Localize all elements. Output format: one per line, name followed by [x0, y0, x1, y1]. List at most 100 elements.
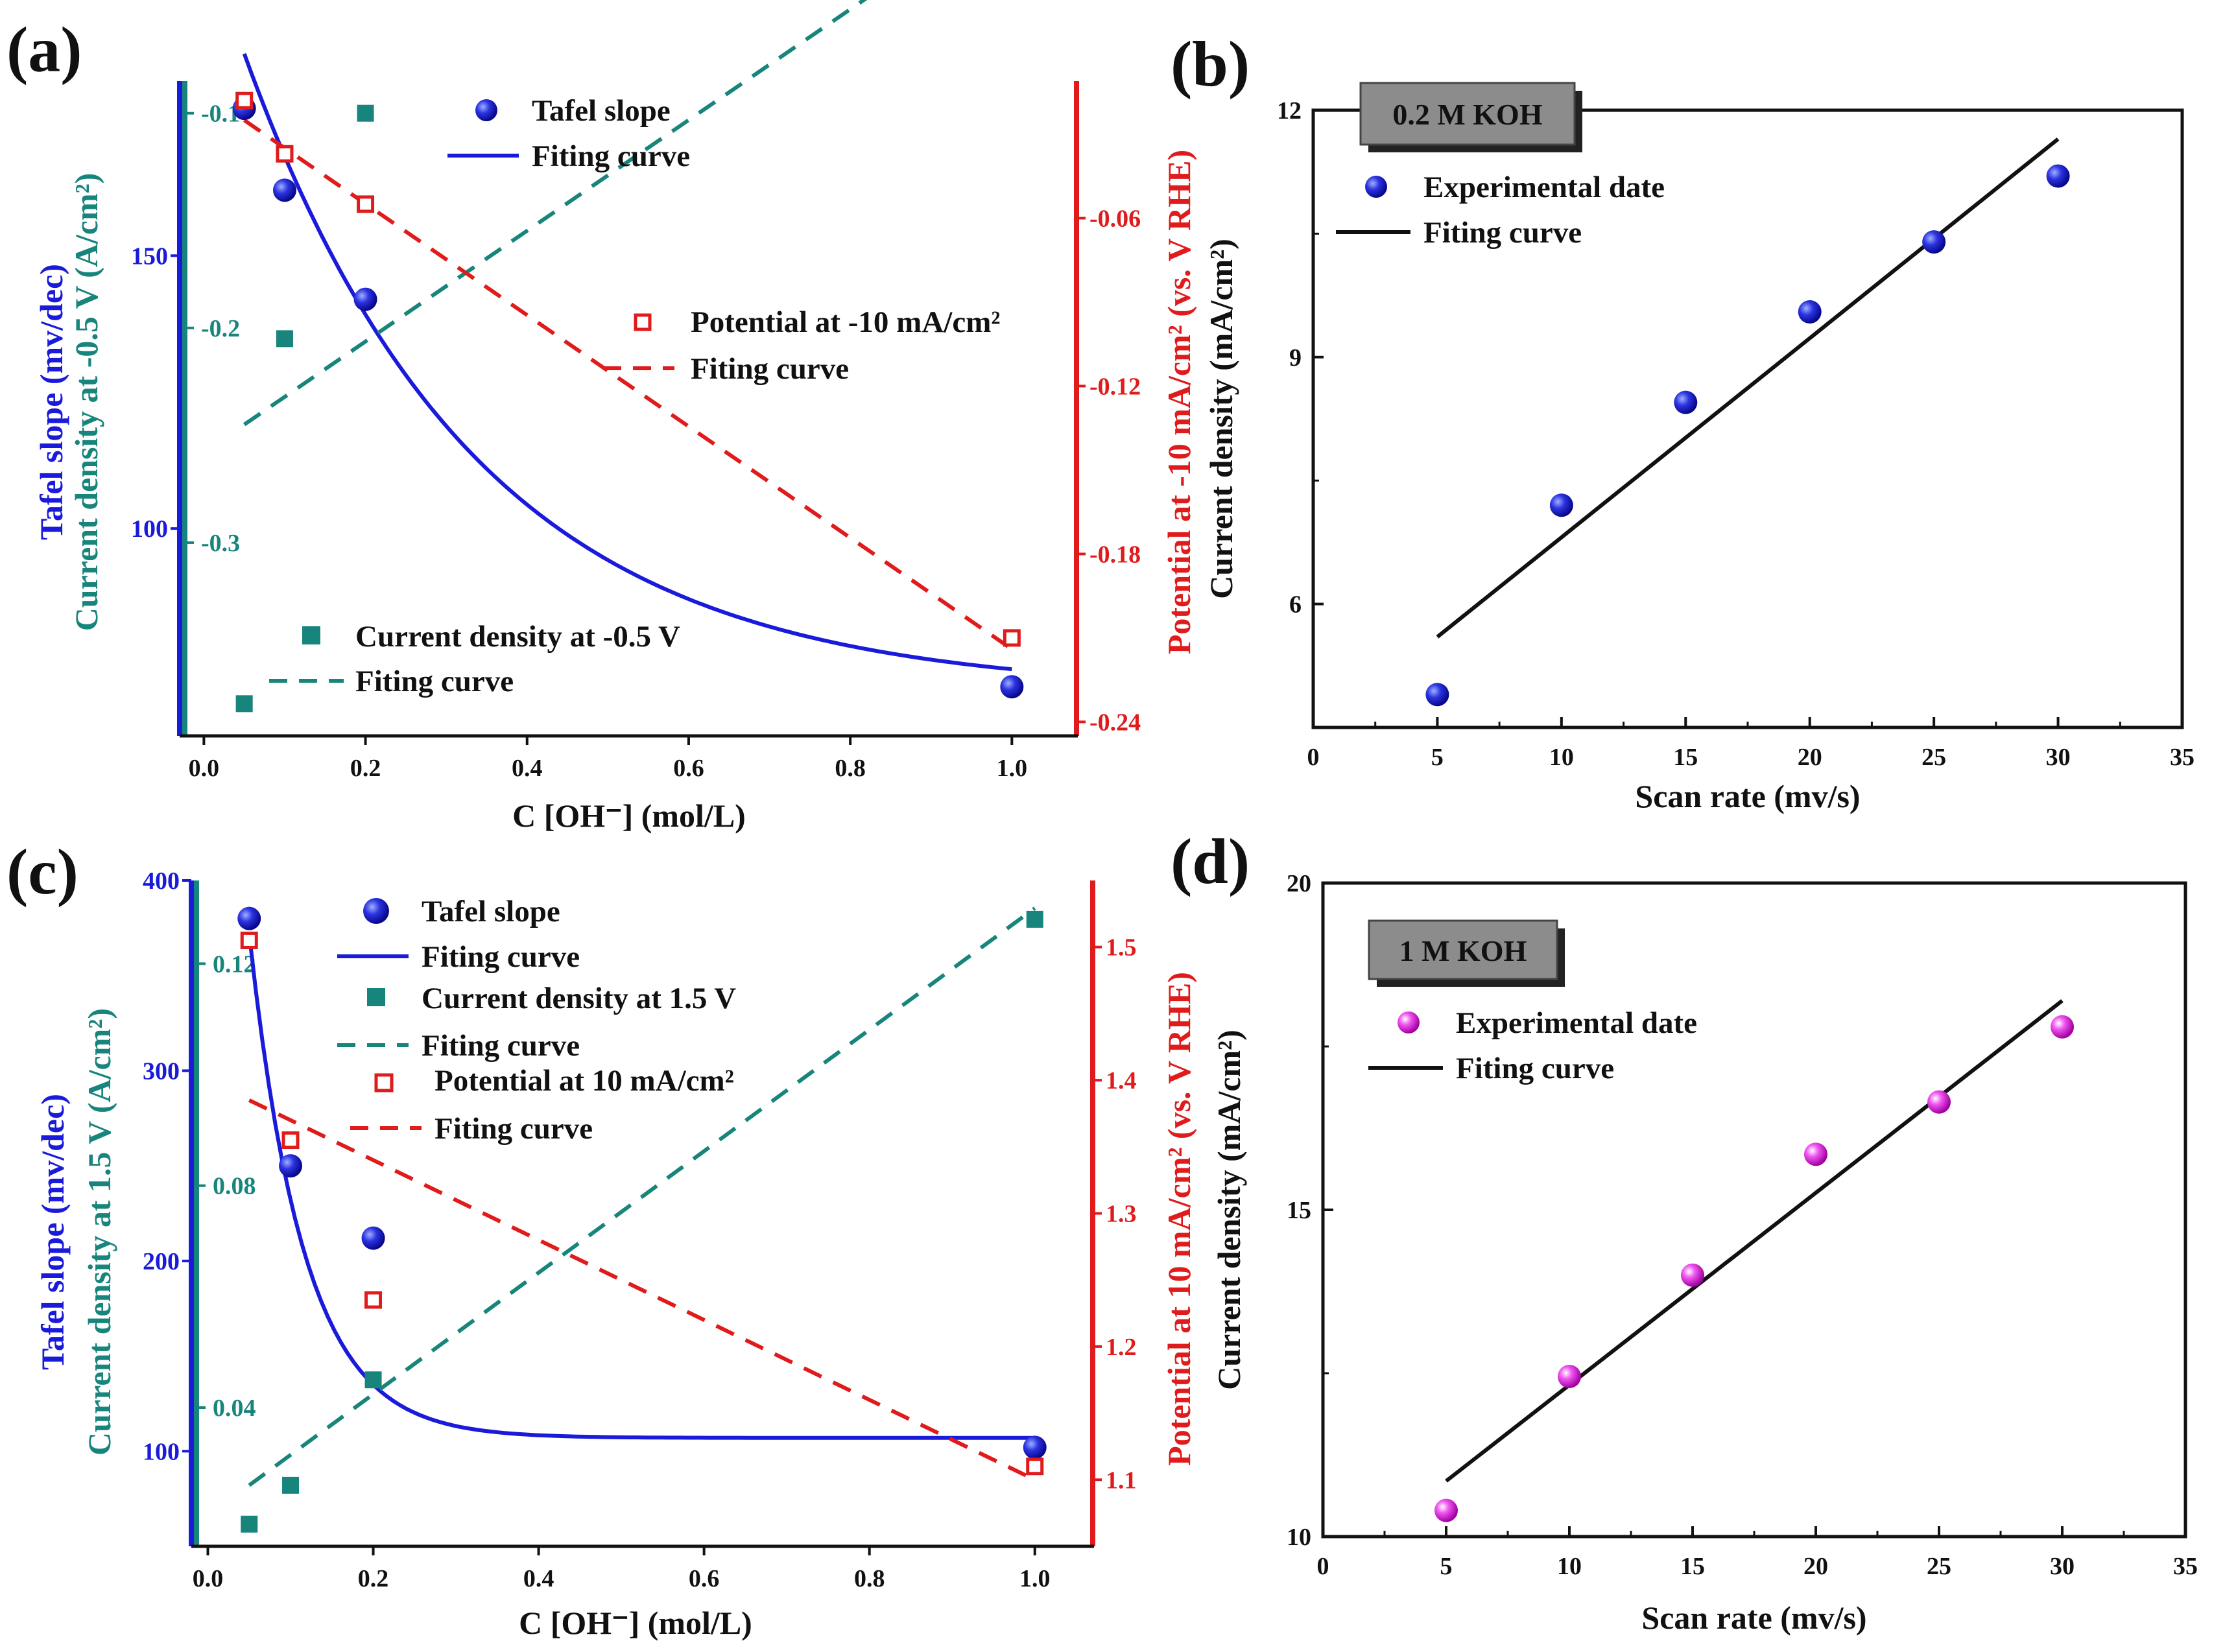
chart-a-point-0-2	[353, 287, 377, 311]
chart-a-plot	[232, 0, 1024, 713]
chart-a-point-2-0	[235, 695, 253, 713]
legend-c-tafel-fit: Fiting curve	[422, 940, 580, 974]
chart-b-xtick-label: 5	[1431, 744, 1444, 771]
chart-a-xtick-label: 0.0	[189, 755, 220, 782]
chart-b-ylabel: Current density (mA/cm²)	[1203, 239, 1239, 599]
chart-b-xtick-label: 20	[1798, 744, 1822, 771]
chart-b-badge-text: 0.2 M KOH	[1392, 98, 1542, 131]
legend-a-current: Current density at -0.5 V	[355, 620, 680, 654]
chart-a-ylabel-left2: Current density at -0.5 V (A/cm²)	[68, 173, 104, 631]
chart-c-point-2-3	[1026, 910, 1043, 928]
chart-a-ylabel-right: Potential at -10 mA/cm² (vs. V RHE)	[1161, 150, 1197, 654]
chart-d-badge	[1368, 919, 1558, 980]
legend-a-potential: Potential at -10 mA/cm²	[691, 305, 1000, 339]
chart-a-point-2-1	[276, 330, 293, 348]
chart-c-ylabel-left: Tafel slope (mv/dec)	[34, 1094, 71, 1370]
chart-c-point-4-3	[1026, 1457, 1044, 1476]
chart-a-point-4-0	[235, 91, 254, 110]
legend-c-tafel: Tafel slope	[422, 895, 560, 928]
chart-b-badge	[1359, 82, 1576, 146]
panel-label-a: (a)	[6, 14, 82, 86]
legend-c-potential-marker	[374, 1073, 394, 1092]
chart-c-ylabel-left2: Current density at 1.5 V (A/cm²)	[81, 1008, 117, 1456]
chart-c-point-2-2	[364, 1371, 382, 1389]
legend-a-tafel-marker	[475, 99, 497, 121]
chart-d-xtick-label: 10	[1557, 1553, 1582, 1580]
legend-a-tafel-fit: Fiting curve	[532, 139, 690, 173]
chart-c-ytick-left-label: 100	[143, 1438, 180, 1465]
legend-d-exp-marker	[1398, 1011, 1420, 1033]
chart-a-ytick-left2-label: -0.3	[201, 530, 240, 557]
chart-c-ytick-left2-label: 0.08	[213, 1173, 256, 1200]
chart-d-ytick-label: 15	[1287, 1197, 1311, 1224]
chart-d-xtick-label: 0	[1317, 1553, 1329, 1580]
chart-b-ytick-label: 12	[1277, 97, 1302, 124]
chart-c-point-4-0	[240, 931, 258, 949]
chart-c-point-0-0	[237, 906, 261, 930]
chart-b-plot	[1425, 137, 2070, 707]
chart-d-ytick-label: 10	[1287, 1524, 1311, 1551]
chart-c-xtick-label: 0.2	[358, 1565, 389, 1592]
chart-a-ytick-right-label: -0.18	[1089, 541, 1141, 568]
chart-a-ytick-right-label: -0.06	[1089, 205, 1141, 232]
legend-b-exp-marker	[1365, 176, 1387, 198]
chart-d-plot	[1434, 999, 2074, 1522]
chart-c-point-0-1	[279, 1154, 303, 1178]
chart-b: 0 5 10 15 20 25 30 35 6 9 12 Current density (mA/c…	[1203, 82, 2195, 814]
chart-a-point-4-1	[276, 145, 294, 163]
chart-c-ytick-left2-label: 0.04	[213, 1395, 256, 1422]
chart-a-xtick-label: 0.2	[350, 755, 381, 782]
chart-a-xtick-label: 0.4	[512, 755, 543, 782]
chart-c-ytick-left-label: 400	[143, 867, 180, 895]
chart-b-point-0-0	[1425, 683, 1449, 707]
legend-a-potential-marker	[634, 313, 652, 331]
chart-a-ylabel-left: Tafel slope (mv/dec)	[33, 264, 69, 540]
chart-a-fit-3	[243, 0, 868, 427]
chart-d-xtick-label: 5	[1440, 1553, 1453, 1580]
chart-a: 0.0 0.2 0.4 0.6 0.8 1.0100150-0.1-0.2-0.3-0.0…	[33, 0, 1197, 834]
chart-b-xtick-label: 25	[1922, 744, 1946, 771]
chart-c-ytick-right-label: 1.4	[1106, 1067, 1137, 1094]
panel-label-b: (b)	[1171, 28, 1250, 100]
chart-c-point-4-1	[281, 1131, 300, 1150]
chart-d-point-0-1	[1558, 1365, 1581, 1389]
chart-a-point-2-2	[357, 104, 374, 122]
chart-c-ytick-right-label: 1.5	[1106, 934, 1137, 962]
legend-c-potential-fit: Fiting curve	[434, 1112, 593, 1146]
chart-c-fit-3	[248, 906, 1036, 1487]
chart-c-ylabel-right: Potential at 10 mA/cm² (vs. V RHE)	[1161, 972, 1197, 1466]
panel-label-c: (c)	[6, 836, 78, 908]
chart-c-point-2-1	[282, 1476, 300, 1494]
chart-d-point-0-4	[1927, 1090, 1951, 1114]
chart-d-xlabel: Scan rate (mv/s)	[1641, 1599, 1866, 1636]
chart-c-point-4-2	[364, 1291, 383, 1309]
chart-b-fit-1	[1436, 137, 2060, 639]
chart-d-point-0-0	[1434, 1498, 1458, 1522]
legend-c-potential: Potential at 10 mA/cm²	[434, 1064, 734, 1098]
chart-a-point-4-2	[357, 195, 375, 213]
legend-c-current-fit: Fiting curve	[422, 1029, 580, 1063]
legend-a-tafel: Tafel slope	[532, 94, 671, 128]
chart-c-ytick-right-label: 1.3	[1106, 1201, 1137, 1228]
chart-d-xtick-label: 20	[1803, 1553, 1828, 1580]
chart-a-xtick-label: 1.0	[997, 755, 1028, 782]
chart-c-xtick-label: 1.0	[1019, 1565, 1051, 1592]
chart-b-point-0-5	[2046, 164, 2070, 188]
chart-b-point-0-3	[1798, 300, 1822, 324]
chart-d-badge-text: 1 M KOH	[1399, 934, 1527, 967]
legend-c-current-marker	[367, 988, 385, 1006]
chart-d-xtick-label: 25	[1927, 1553, 1951, 1580]
chart-c-xtick-label: 0.8	[854, 1565, 885, 1592]
chart-a-point-0-1	[272, 178, 296, 202]
chart-c: 0.0 0.2 0.4 0.6 0.8 1.0 100 200 300 400 0.04 0.08 0.…	[34, 867, 1197, 1641]
chart-c-ytick-right-label: 1.2	[1106, 1334, 1137, 1361]
chart-c-point-2-0	[241, 1515, 258, 1533]
chart-b-xtick-label: 35	[2170, 744, 2195, 771]
chart-c-plot	[237, 906, 1047, 1533]
legend-d-fit: Fiting curve	[1456, 1052, 1614, 1085]
chart-a-ticks: 0.0 0.2 0.4 0.6 0.8 1.0100150-0.1-0.2-0.3-0.0…	[131, 100, 1141, 782]
chart-a-ytick-right-label: -0.12	[1089, 373, 1141, 400]
chart-c-xtick-label: 0.4	[523, 1565, 554, 1592]
chart-c-xtick-label: 0.6	[689, 1565, 720, 1592]
chart-a-ytick-left-label: 150	[131, 242, 168, 270]
